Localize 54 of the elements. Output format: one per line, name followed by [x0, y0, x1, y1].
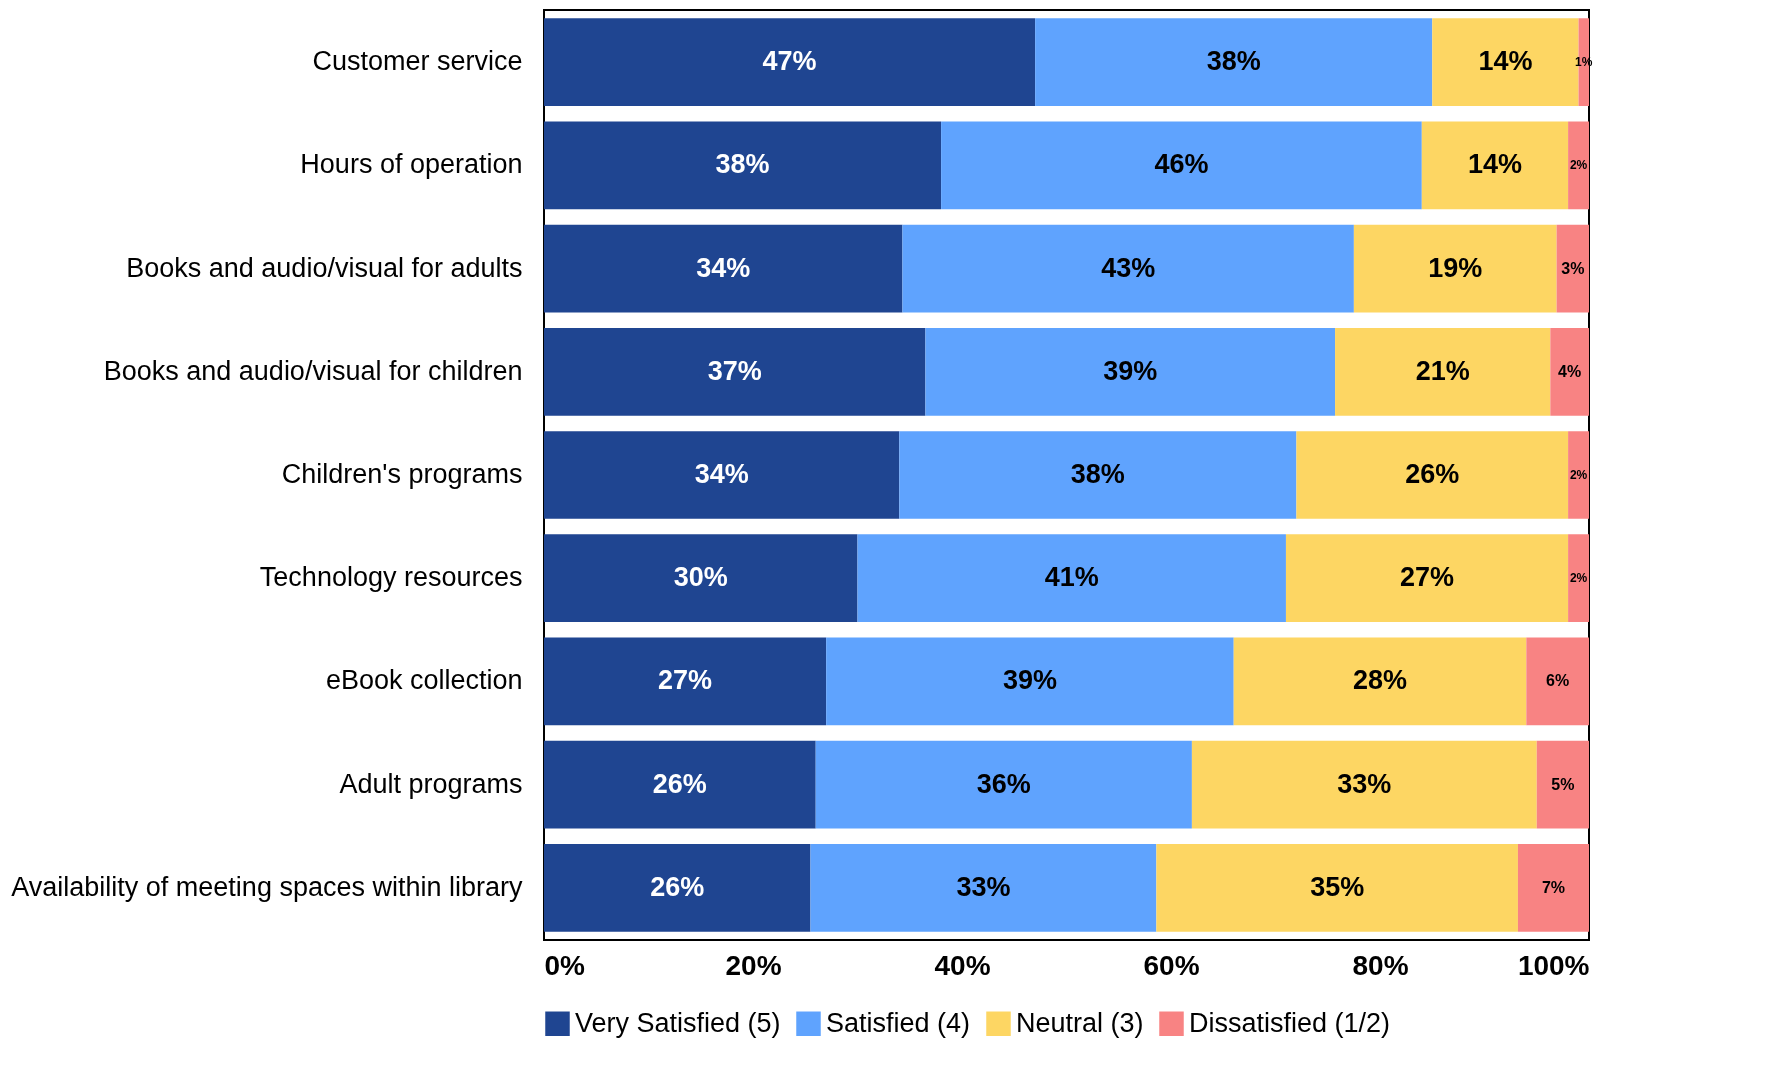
data-label: 34% [696, 252, 751, 283]
legend-label: Satisfied (4) [826, 1007, 971, 1038]
data-label: 34% [694, 459, 749, 489]
data-label: 2% [1569, 571, 1588, 586]
data-label: 39% [1103, 355, 1158, 386]
data-label: 41% [1044, 562, 1099, 593]
y-tick-label: Books and audio/visual for adults [126, 252, 523, 283]
data-label: 46% [1154, 149, 1209, 180]
data-label: 38% [1206, 46, 1261, 77]
data-label: 2% [1569, 158, 1588, 173]
legend-label: Very Satisfied (5) [575, 1007, 781, 1038]
x-tick-label: 0% [544, 949, 586, 981]
y-tick-label: Books and audio/visual for children [103, 355, 523, 386]
data-label: 38% [715, 149, 770, 180]
data-label: 4% [1558, 362, 1582, 380]
data-label: 26% [1405, 459, 1460, 489]
y-tick-label: eBook collection [325, 665, 523, 696]
data-label: 28% [1352, 665, 1408, 696]
data-label: 38% [1070, 459, 1125, 489]
data-label: 36% [976, 768, 1031, 799]
x-tick-label: 100% [1517, 949, 1590, 981]
y-tick-label: Technology resources [259, 562, 523, 593]
data-label: 14% [1478, 46, 1533, 77]
data-label: 26% [650, 871, 705, 902]
data-label: 47% [762, 46, 817, 77]
data-label: 7% [1541, 878, 1566, 896]
data-label: 2% [1569, 468, 1588, 482]
data-label: 6% [1546, 672, 1570, 690]
x-tick-label: 20% [725, 949, 782, 981]
y-tick-label: Children's programs [281, 459, 523, 489]
y-tick-label: Customer service [312, 46, 523, 77]
data-label: 27% [658, 665, 713, 696]
data-label: 26% [652, 768, 707, 799]
x-tick-label: 40% [934, 949, 991, 981]
data-label: 14% [1467, 149, 1522, 180]
data-label: 37% [707, 355, 762, 386]
x-tick-label: 80% [1352, 949, 1409, 981]
data-label: 3% [1561, 259, 1585, 277]
data-label: 5% [1551, 775, 1575, 793]
y-tick-label: Hours of operation [300, 149, 523, 180]
legend-label: Neutral (3) [1016, 1007, 1144, 1038]
data-label: 39% [1002, 665, 1057, 696]
data-label: 30% [673, 562, 728, 593]
y-tick-label: Availability of meeting spaces within library [11, 871, 523, 902]
x-tick-label: 60% [1143, 949, 1200, 981]
data-label: 19% [1428, 252, 1483, 283]
legend-label: Dissatisfied (1/2) [1189, 1007, 1391, 1038]
data-label: 21% [1415, 355, 1470, 386]
data-label: 35% [1310, 871, 1365, 902]
data-label: 27% [1400, 562, 1455, 593]
data-label: 33% [956, 871, 1011, 902]
data-label: 33% [1337, 768, 1392, 799]
data-label: 43% [1101, 252, 1156, 283]
y-tick-label: Adult programs [339, 768, 523, 799]
